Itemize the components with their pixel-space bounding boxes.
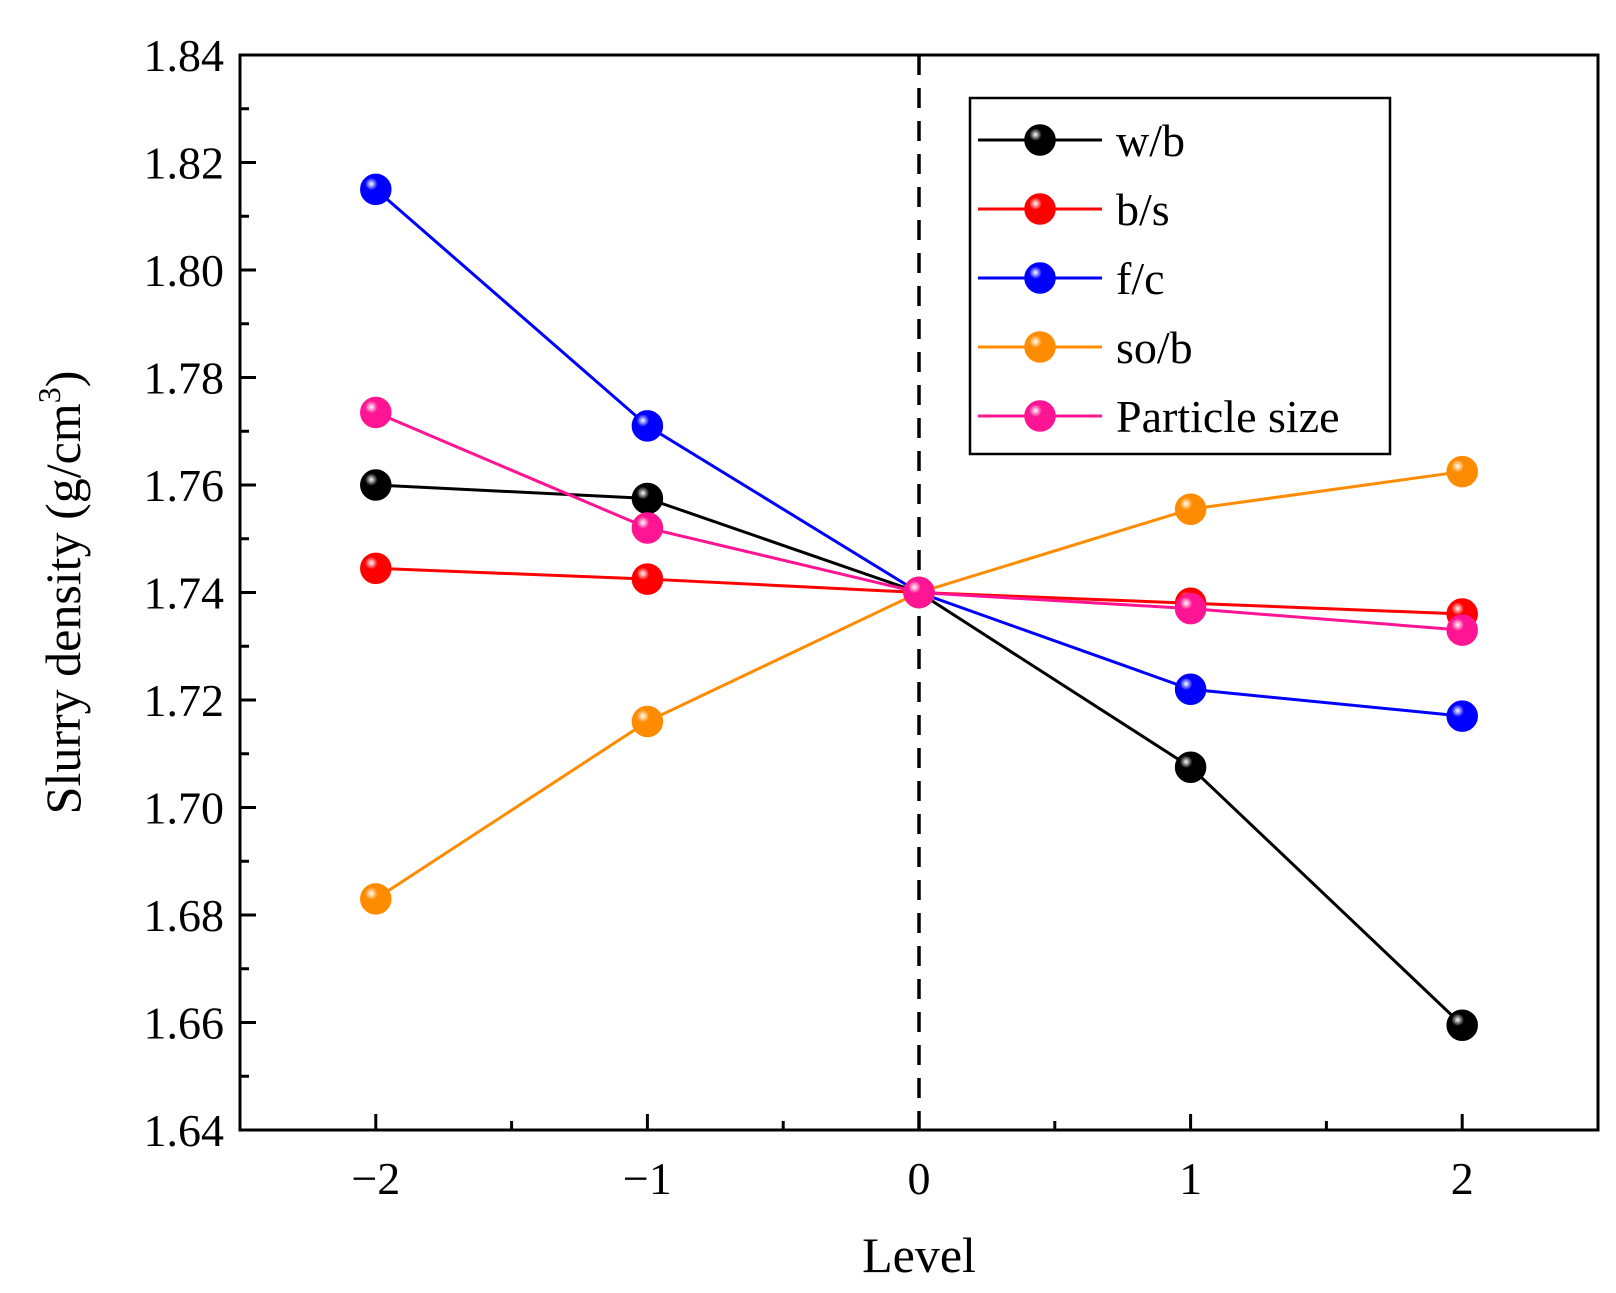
legend-marker — [1024, 262, 1056, 294]
legend-marker — [1024, 400, 1056, 432]
series-layer — [360, 173, 1478, 1041]
y-tick-label: 1.66 — [144, 998, 225, 1049]
y-tick-label: 1.76 — [144, 460, 225, 511]
data-point — [360, 469, 392, 501]
data-point — [631, 563, 664, 595]
x-tick-label: 2 — [1451, 1153, 1474, 1204]
data-point — [631, 705, 664, 738]
y-tick-label: 1.72 — [144, 675, 225, 726]
legend-item: so/b — [978, 322, 1193, 373]
y-tick-label: 1.80 — [144, 245, 225, 296]
data-point — [1446, 614, 1478, 646]
x-tick-label: −1 — [623, 1153, 672, 1204]
legend-label: Particle size — [1116, 391, 1340, 442]
data-point — [360, 552, 392, 585]
y-tick-label: 1.68 — [144, 890, 225, 941]
data-point — [1446, 455, 1478, 488]
data-point — [360, 883, 392, 915]
y-tick-label: 1.70 — [144, 783, 225, 834]
y-tick-label: 1.78 — [144, 353, 225, 404]
legend-label: b/s — [1116, 184, 1170, 235]
legend-label: so/b — [1116, 322, 1193, 373]
y-tick-label: 1.74 — [144, 568, 225, 619]
data-point — [1174, 751, 1207, 783]
legend-item: b/s — [978, 184, 1170, 235]
data-point — [1174, 592, 1207, 625]
series-particle-size — [360, 396, 1478, 646]
y-axis-title-superscript: 3 — [31, 387, 67, 403]
data-point — [1174, 673, 1207, 705]
y-axis: 1.64 1.66 1.68 1.70 1.72 1.74 1.76 1.78 1.80 1.82… — [144, 30, 256, 1156]
legend-label: f/c — [1116, 253, 1165, 304]
y-axis-title-close: ) — [35, 371, 91, 388]
y-axis-title: Slurry density (g/cm3) — [31, 371, 91, 815]
y-tick-label: 1.84 — [144, 30, 225, 81]
data-point — [1174, 493, 1207, 525]
x-axis: −2 −1 0 1 2 — [238, 1114, 1600, 1204]
data-point — [360, 396, 392, 429]
y-tick-label: 1.82 — [144, 138, 225, 189]
data-point — [1446, 700, 1478, 732]
x-axis-title: Level — [862, 1227, 976, 1283]
data-point — [1446, 1009, 1478, 1041]
y-axis-title-main: Slurry density (g/cm — [35, 403, 91, 814]
data-point — [360, 173, 392, 206]
x-tick-label: 0 — [908, 1153, 931, 1204]
data-point — [903, 576, 935, 609]
y-tick-label: 1.64 — [144, 1105, 225, 1156]
legend: w/b b/s f/c so/b Particle size — [968, 96, 1392, 456]
legend-marker — [1024, 331, 1056, 363]
data-point — [631, 512, 664, 544]
legend-marker — [1024, 193, 1056, 225]
x-tick-label: −2 — [351, 1153, 400, 1204]
data-point — [631, 410, 664, 442]
legend-marker — [1024, 124, 1056, 156]
legend-item: Particle size — [978, 391, 1340, 442]
legend-item: w/b — [978, 115, 1185, 166]
legend-item: f/c — [978, 253, 1165, 304]
data-point — [631, 482, 664, 515]
legend-label: w/b — [1116, 115, 1185, 166]
x-tick-label: 1 — [1179, 1153, 1202, 1204]
plot-area — [238, 53, 1600, 1132]
series-w-b — [360, 469, 1478, 1041]
